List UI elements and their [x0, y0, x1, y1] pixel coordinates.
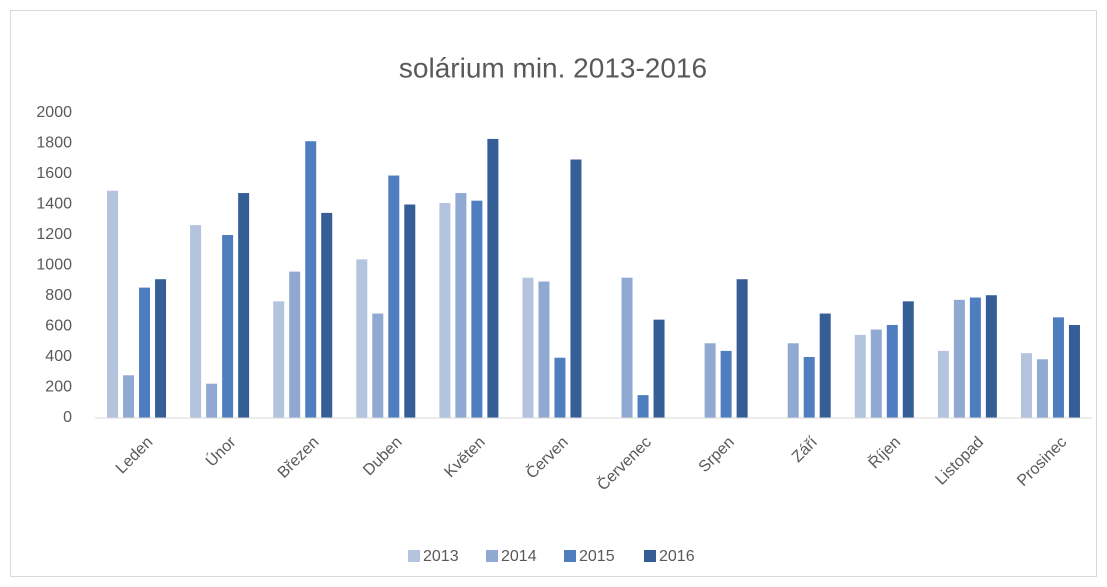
bar — [522, 277, 534, 418]
bar — [289, 271, 301, 418]
y-tick-label: 1200 — [36, 226, 72, 243]
legend-label: 2014 — [501, 548, 537, 565]
legend-swatch — [644, 550, 656, 562]
bar — [206, 383, 218, 418]
legend-swatch — [486, 550, 498, 562]
bar — [902, 301, 914, 418]
bar — [222, 235, 234, 418]
y-tick-label: 2000 — [36, 104, 72, 121]
bar — [538, 281, 550, 418]
bar — [1036, 359, 1048, 418]
bar — [704, 343, 716, 418]
bar — [471, 200, 483, 418]
bar — [787, 343, 799, 418]
bar — [985, 295, 997, 418]
bar — [819, 313, 831, 418]
bar — [937, 350, 949, 418]
bar — [305, 141, 317, 418]
y-tick-label: 1400 — [36, 196, 72, 213]
y-tick-label: 400 — [45, 348, 72, 365]
legend-swatch — [408, 550, 420, 562]
bar — [321, 212, 333, 418]
bar — [854, 334, 866, 418]
legend-label: 2015 — [579, 548, 615, 565]
y-tick-label: 1000 — [36, 257, 72, 274]
chart-title: solárium min. 2013-2016 — [399, 52, 707, 83]
bar — [455, 193, 467, 418]
bar — [155, 279, 167, 418]
bar — [487, 138, 499, 419]
bar — [107, 190, 119, 418]
y-tick-label: 0 — [63, 409, 72, 426]
bar — [190, 225, 202, 418]
bar — [1068, 324, 1080, 418]
bar — [870, 329, 882, 418]
y-tick-label: 600 — [45, 318, 72, 335]
bar — [969, 297, 981, 418]
bar — [736, 279, 748, 418]
bar — [372, 313, 384, 418]
y-tick-label: 800 — [45, 287, 72, 304]
bar — [139, 287, 151, 418]
bar — [953, 299, 965, 418]
legend-swatch — [564, 550, 576, 562]
bar — [637, 395, 649, 418]
bar — [404, 204, 416, 418]
legend-label: 2016 — [659, 548, 695, 565]
bar — [439, 202, 451, 418]
bar — [388, 175, 400, 418]
y-tick-label: 1800 — [36, 135, 72, 152]
bar — [238, 193, 250, 418]
bar — [886, 324, 898, 418]
chart-border — [10, 10, 1097, 577]
bar — [123, 375, 135, 418]
bar — [554, 357, 566, 418]
legend-label: 2013 — [423, 548, 459, 565]
bar — [273, 301, 285, 418]
y-tick-label: 1600 — [36, 165, 72, 182]
y-tick-label: 200 — [45, 379, 72, 396]
bar — [621, 277, 633, 418]
bar — [653, 319, 665, 418]
bar — [356, 259, 368, 418]
bar — [570, 159, 582, 418]
bar — [803, 357, 815, 418]
bar — [720, 350, 732, 418]
bar — [1052, 317, 1064, 418]
bar — [1020, 353, 1032, 418]
